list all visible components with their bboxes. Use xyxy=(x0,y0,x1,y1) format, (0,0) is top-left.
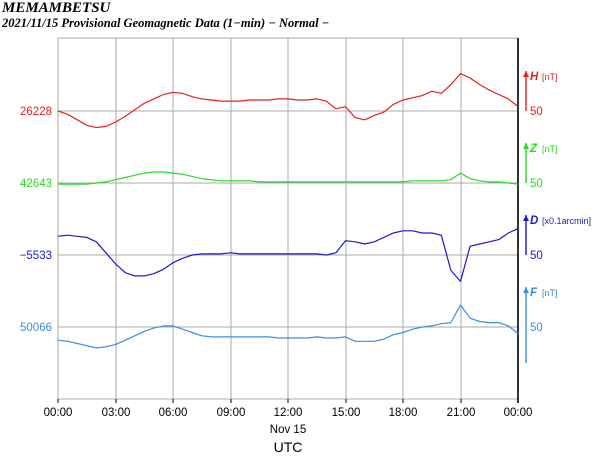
x-tick-label: 12:00 xyxy=(274,407,303,419)
x-tick-label: 00:00 xyxy=(44,407,73,419)
scale-letter-d: D xyxy=(530,215,538,227)
x-tick-label: 21:00 xyxy=(447,407,476,419)
x-tick-label: 03:00 xyxy=(102,407,131,419)
baseline-label-f: 50066 xyxy=(20,322,52,334)
scale-unit-z: [nT] xyxy=(542,144,558,154)
x-tick-label: 00:00 xyxy=(504,407,533,419)
scale-unit-f: [nT] xyxy=(542,288,558,298)
chart-subtitle: 2021/11/15 Provisional Geomagnetic Data … xyxy=(2,16,330,30)
series-line-d xyxy=(57,228,519,282)
x-axis-title: UTC xyxy=(274,439,303,455)
baseline-labels: 26228 42643 −5533 50066 xyxy=(20,106,52,334)
series-lines xyxy=(57,72,519,349)
x-tick-label: 06:00 xyxy=(159,407,188,419)
scale-letter-z: Z xyxy=(529,143,538,155)
baseline-label-h: 26228 xyxy=(20,106,52,118)
scale-arrowhead-f xyxy=(523,287,529,293)
baseline-label-d: −5533 xyxy=(20,250,52,262)
scale-labels: H [nT]50Z [nT]50D [x0.1arcmin]50F [nT]50 xyxy=(523,71,591,363)
x-tick-label: 09:00 xyxy=(217,407,246,419)
chart-grid xyxy=(57,37,519,403)
baseline-label-z: 42643 xyxy=(20,178,52,190)
scale-letter-f: F xyxy=(530,287,538,299)
series-line-f xyxy=(57,304,519,349)
scale-unit-h: [nT] xyxy=(542,72,558,82)
scale-value-f: 50 xyxy=(530,322,543,334)
scale-value-z: 50 xyxy=(530,178,543,190)
scale-arrowhead-h xyxy=(523,71,529,77)
x-tick-label: 18:00 xyxy=(389,407,418,419)
x-date-label: Nov 15 xyxy=(270,424,306,436)
scale-unit-d: [x0.1arcmin] xyxy=(542,216,591,226)
scale-letter-h: H xyxy=(530,71,539,83)
scale-value-h: 50 xyxy=(530,106,543,118)
x-tick-label: 15:00 xyxy=(332,407,361,419)
station-title: MEMAMBETSU xyxy=(2,0,111,16)
series-line-h xyxy=(57,72,519,129)
series-line-z xyxy=(58,171,519,185)
scale-value-d: 50 xyxy=(530,250,543,262)
scale-arrowhead-d xyxy=(523,215,529,221)
x-axis: 00:00 03:00 06:00 09:00 12:00 15:00 18:00 21:00… xyxy=(44,399,533,455)
scale-arrowhead-z xyxy=(523,143,529,149)
